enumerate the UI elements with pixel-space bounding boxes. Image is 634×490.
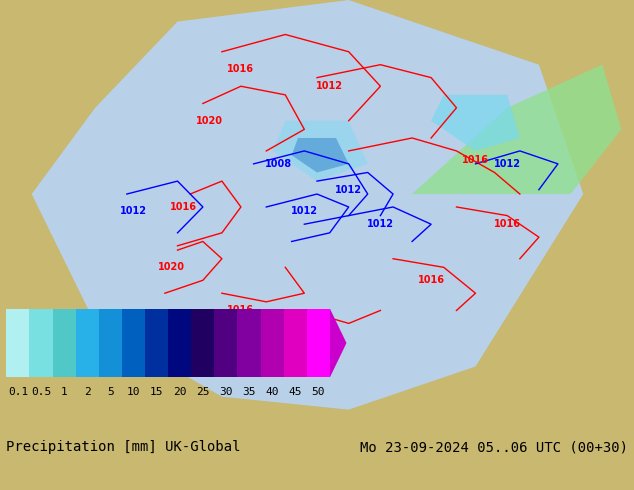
- Text: 1012: 1012: [367, 219, 394, 229]
- Text: 0.1: 0.1: [8, 387, 28, 397]
- Text: 1016: 1016: [418, 275, 444, 285]
- Text: 1016: 1016: [228, 305, 254, 316]
- Bar: [261, 309, 283, 377]
- Bar: [191, 309, 214, 377]
- Text: 15: 15: [150, 387, 164, 397]
- Text: 1020: 1020: [196, 116, 223, 126]
- Bar: [145, 309, 168, 377]
- Text: 1008: 1008: [266, 159, 292, 169]
- Text: 1016: 1016: [462, 154, 489, 165]
- Text: 0.5: 0.5: [31, 387, 51, 397]
- Text: Precipitation [mm] UK-Global: Precipitation [mm] UK-Global: [6, 440, 241, 454]
- Bar: [6, 309, 29, 377]
- Text: 1016: 1016: [171, 202, 197, 212]
- Text: 45: 45: [288, 387, 302, 397]
- Bar: [29, 309, 53, 377]
- Text: 1016: 1016: [494, 219, 521, 229]
- Bar: [122, 309, 145, 377]
- Text: 1012: 1012: [120, 206, 146, 216]
- Bar: [168, 309, 191, 377]
- Polygon shape: [330, 309, 347, 377]
- Text: 1016: 1016: [228, 64, 254, 74]
- Bar: [75, 309, 99, 377]
- Bar: [214, 309, 238, 377]
- Text: 1016: 1016: [304, 327, 330, 337]
- Text: Mo 23-09-2024 05..06 UTC (00+30): Mo 23-09-2024 05..06 UTC (00+30): [359, 440, 628, 454]
- Bar: [53, 309, 75, 377]
- Polygon shape: [431, 95, 520, 151]
- Text: 10: 10: [127, 387, 140, 397]
- Bar: [283, 309, 307, 377]
- Text: 1012: 1012: [316, 81, 343, 91]
- Polygon shape: [32, 0, 583, 410]
- Text: 1012: 1012: [335, 185, 362, 195]
- Text: 2: 2: [84, 387, 91, 397]
- Text: 1012: 1012: [494, 159, 521, 169]
- Text: 1: 1: [61, 387, 67, 397]
- Text: 25: 25: [196, 387, 210, 397]
- Text: 30: 30: [219, 387, 233, 397]
- Text: 20: 20: [173, 387, 186, 397]
- Polygon shape: [292, 138, 349, 172]
- Text: 5: 5: [107, 387, 113, 397]
- Text: 35: 35: [242, 387, 256, 397]
- Text: 1012: 1012: [291, 206, 318, 216]
- Bar: [238, 309, 261, 377]
- Text: 40: 40: [266, 387, 279, 397]
- Text: 1020: 1020: [158, 262, 184, 272]
- Text: 50: 50: [312, 387, 325, 397]
- Bar: [307, 309, 330, 377]
- Bar: [99, 309, 122, 377]
- Polygon shape: [273, 121, 368, 181]
- Polygon shape: [412, 65, 621, 194]
